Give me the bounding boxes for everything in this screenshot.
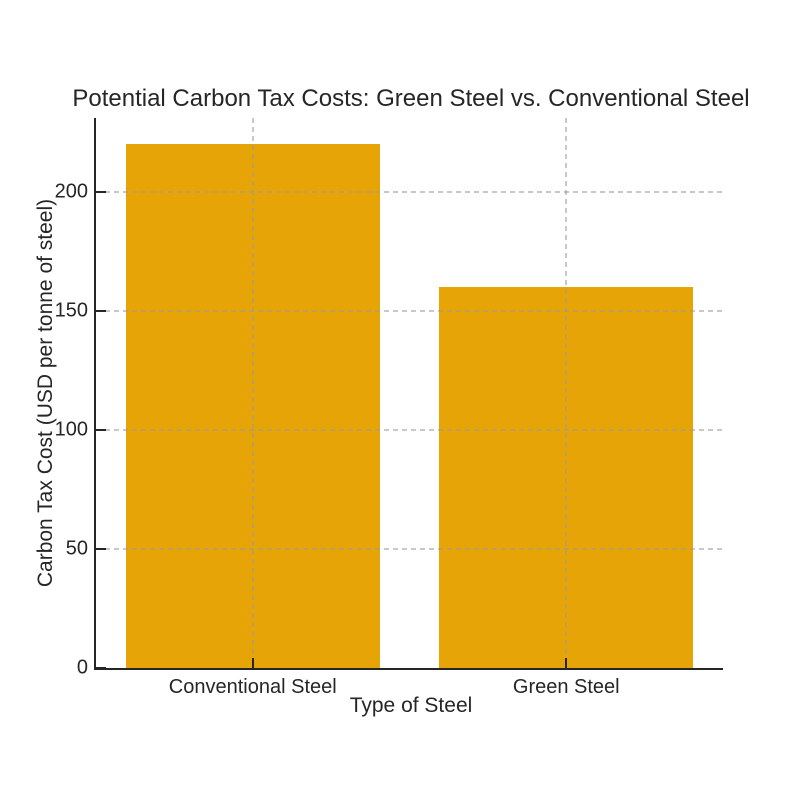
y-tick-label: 200 (54, 180, 88, 203)
chart-title: Potential Carbon Tax Costs: Green Steel … (72, 85, 750, 112)
x-tick-mark (251, 658, 254, 668)
y-tick-mark (96, 428, 106, 431)
h-gridline (96, 547, 723, 550)
v-gridline (251, 118, 254, 668)
y-tick-label: 100 (54, 418, 88, 441)
y-tick-mark (96, 309, 106, 312)
x-tick-mark (565, 658, 568, 668)
y-tick-label: 150 (54, 299, 88, 322)
y-tick-mark (96, 667, 106, 669)
y-tick-mark (96, 190, 106, 193)
y-tick-label: 50 (65, 537, 88, 560)
h-gridline (96, 190, 723, 193)
h-gridline (96, 428, 723, 431)
h-gridline (96, 309, 723, 312)
x-axis-label: Type of Steel (349, 694, 473, 717)
plot-area: 0 50 100 150 200 Conventional Steel Green Stee… (55, 118, 723, 698)
x-tick-label-green-steel: Green Steel (512, 676, 620, 698)
x-tick-label-conventional-steel: Conventional Steel (168, 676, 337, 698)
v-gridline (565, 118, 568, 668)
y-axis-label: Carbon Tax Cost (USD per tonne of steel) (34, 198, 57, 588)
y-tick-mark (96, 547, 106, 550)
y-tick-label: 0 (76, 656, 88, 679)
